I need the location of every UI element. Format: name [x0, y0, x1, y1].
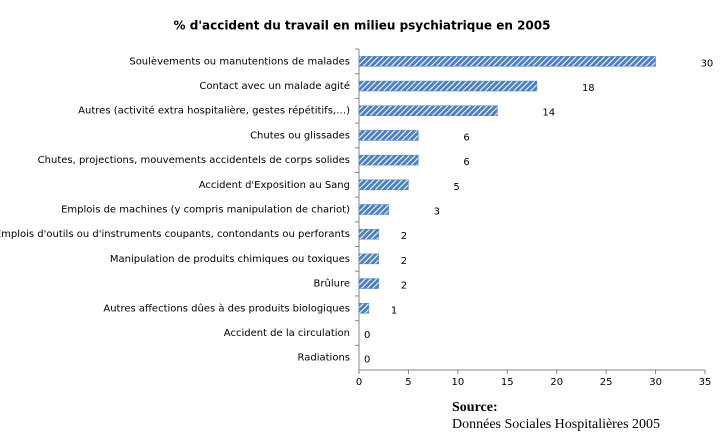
bar: [358, 130, 419, 141]
y-tick-label: Soulèvements ou manutentions de malades: [129, 55, 350, 67]
value-label: 2: [401, 256, 407, 267]
source-label: Source:: [452, 400, 498, 415]
bar: [358, 278, 380, 289]
x-tick-label: 25: [600, 377, 613, 388]
value-label: 3: [434, 207, 440, 218]
x-tick-label: 0: [356, 377, 362, 388]
bar: [358, 80, 538, 92]
value-label: 5: [453, 182, 459, 193]
value-label: 2: [401, 231, 407, 242]
x-tick-label: 10: [451, 377, 464, 388]
bar: [358, 303, 370, 314]
y-tick-label: Contact avec un malade agité: [199, 80, 350, 92]
y-tick-label: Autres affections dûes à des produits bi…: [103, 302, 350, 314]
y-tick-label: Chutes ou glissades: [250, 130, 350, 141]
value-label: 2: [401, 281, 407, 292]
y-tick-label: Radiations: [298, 353, 350, 364]
value-label: 0: [364, 330, 370, 341]
x-tick-label: 35: [699, 377, 712, 388]
x-tick-label: 30: [649, 377, 662, 388]
y-tick-label: Emplois d'outils ou d'instruments coupan…: [0, 229, 350, 240]
value-label: 6: [463, 132, 469, 143]
bar: [358, 154, 419, 166]
y-tick-label: Emplois de machines (y compris manipulat…: [61, 205, 350, 216]
bar: [358, 253, 380, 265]
value-label: 1: [391, 305, 397, 316]
y-tick-label: Brûlure: [314, 278, 350, 290]
y-tick-label: Autres (activité extra hospitalière, ges…: [78, 105, 350, 117]
x-tick-label: 15: [501, 377, 514, 388]
y-tick-label: Manipulation de produits chimiques ou to…: [110, 254, 350, 265]
bar: [358, 228, 380, 240]
x-tick-label: 5: [405, 377, 411, 388]
y-tick-label: Accident de la circulation: [224, 328, 350, 339]
source-text: Données Sociales Hospitalières 2005: [452, 417, 660, 432]
bar: [358, 105, 498, 116]
y-tick-label: Accident d'Exposition au Sang: [199, 180, 350, 191]
value-label: 0: [364, 355, 370, 366]
bar: [358, 179, 409, 191]
bar: [358, 204, 389, 215]
chart-title: % d'accident du travail en milieu psychi…: [174, 19, 551, 33]
value-label: 6: [463, 157, 469, 168]
y-tick-label: Chutes, projections, mouvements accident…: [38, 155, 350, 166]
bar: [358, 56, 656, 67]
value-label: 30: [701, 58, 714, 69]
x-tick-label: 20: [550, 377, 563, 388]
value-label: 18: [582, 83, 595, 94]
value-label: 14: [542, 108, 555, 119]
